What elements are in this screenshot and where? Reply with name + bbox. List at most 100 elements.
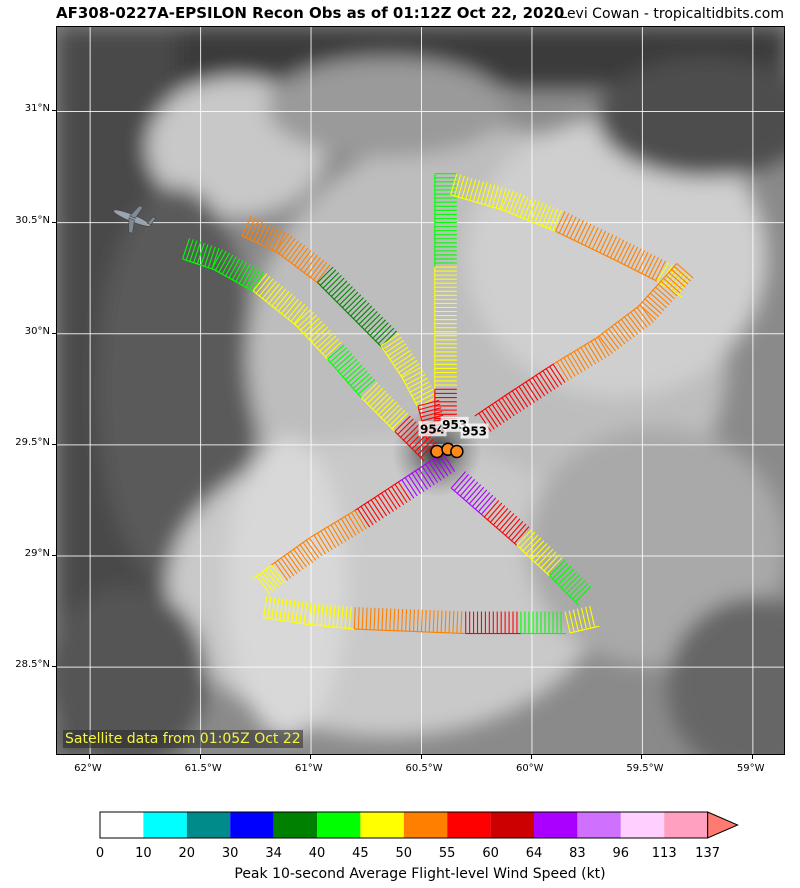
wind-barb	[316, 603, 320, 626]
wind-barb	[264, 226, 275, 247]
wind-barb	[435, 457, 449, 477]
wind-barb	[271, 288, 287, 307]
wind-barb	[641, 301, 660, 318]
wind-barb	[676, 263, 694, 279]
wind-barb	[363, 503, 377, 523]
wind-barb	[421, 466, 435, 486]
wind-barb	[652, 289, 670, 306]
colorbar-segment	[534, 812, 578, 838]
wind-barb	[623, 316, 639, 335]
wind-barb	[277, 559, 292, 579]
wind-barb	[580, 347, 593, 367]
wind-barb	[200, 244, 209, 266]
wind-barb	[316, 332, 334, 349]
wind-barb	[648, 257, 659, 278]
wind-barb	[271, 229, 282, 251]
wind-barb	[394, 353, 413, 367]
wind-barb	[308, 537, 323, 557]
wind-barb	[353, 607, 356, 630]
wind-barb	[616, 241, 628, 262]
wind-barb	[324, 341, 342, 358]
wind-barb	[294, 247, 309, 266]
wind-barb	[657, 283, 676, 300]
wind-barb	[357, 508, 371, 528]
wind-barb	[431, 459, 445, 479]
wind-barb	[566, 577, 583, 594]
wind-barb	[278, 235, 293, 254]
dropsonde-marker[interactable]	[450, 444, 464, 459]
wind-barb	[558, 213, 570, 234]
wind-barb	[590, 340, 603, 361]
wind-barb	[432, 610, 435, 633]
wind-barb	[403, 424, 420, 441]
wind-barb	[294, 308, 312, 325]
lat-lon-grid	[57, 27, 784, 754]
wind-barb	[334, 353, 353, 369]
wind-barb	[334, 522, 347, 542]
wind-barb	[488, 406, 502, 426]
wind-barb-flag	[586, 627, 592, 630]
wind-barb	[577, 221, 588, 243]
wind-barb	[572, 609, 579, 632]
colorbar-tick-label: 20	[178, 846, 196, 861]
wind-barb	[537, 548, 554, 566]
wind-barb	[252, 271, 264, 292]
pressure-label-box	[460, 423, 489, 439]
recon-map[interactable]: 954 953 953 Satellite data from 01:05Z Oct…	[56, 26, 785, 755]
wind-barb	[296, 546, 311, 566]
wind-barb	[418, 468, 432, 488]
wind-barb	[275, 597, 280, 620]
center-pressure-label: 954	[420, 422, 445, 436]
wind-barb	[560, 571, 577, 588]
wind-barb	[573, 351, 586, 371]
wind-barb	[668, 271, 686, 288]
wind-barb	[633, 309, 648, 328]
wind-barb	[320, 603, 324, 626]
wind-barb	[552, 363, 566, 383]
wind-barb	[588, 227, 599, 248]
lon-tick-label: 60.5°W	[405, 763, 443, 774]
wind-barb	[281, 238, 296, 257]
wind-barb	[617, 321, 632, 340]
wind-barb	[332, 605, 336, 628]
wind-barb	[580, 223, 592, 244]
wind-barb	[499, 513, 515, 531]
map-title: AF308-0227A-EPSILON Recon Obs as of 01:1…	[56, 4, 565, 22]
wind-barb	[377, 327, 395, 345]
wind-barb	[549, 560, 566, 577]
wind-barb	[663, 277, 681, 294]
wind-barb	[534, 545, 551, 563]
wind-barb	[397, 418, 414, 435]
lat-tick-label: 29°N	[24, 547, 50, 559]
wind-barb	[364, 384, 381, 402]
wind-barb	[526, 199, 537, 221]
wind-barb	[391, 412, 409, 430]
wind-barb	[543, 554, 560, 572]
colorbar-tick-label: 50	[395, 846, 413, 861]
wind-barb	[673, 266, 691, 282]
colorbar-segment	[360, 812, 404, 838]
wind-barb	[551, 562, 569, 580]
wind-barb	[552, 209, 562, 231]
wind-barb	[630, 248, 642, 269]
dropsonde-marker[interactable]	[430, 444, 444, 459]
wind-barb	[412, 609, 415, 632]
wind-barb	[528, 540, 545, 558]
wind-barb	[185, 239, 194, 261]
wind-barb	[245, 217, 256, 238]
wind-barb	[238, 264, 251, 284]
colorbar-tick-label: 30	[221, 846, 239, 861]
wind-barb	[620, 318, 635, 338]
wind-barb-flag	[574, 601, 580, 606]
wind-barb	[264, 569, 280, 588]
lat-tick-label: 30.5°N	[15, 214, 50, 226]
lat-tick-mark	[52, 443, 56, 445]
wind-barb	[242, 265, 254, 286]
wind-barb	[336, 286, 353, 303]
wind-barb	[545, 368, 559, 388]
wind-barb	[283, 555, 298, 575]
wind-barb	[420, 410, 443, 418]
wind-barb	[355, 305, 373, 322]
wind-barb	[316, 264, 331, 283]
